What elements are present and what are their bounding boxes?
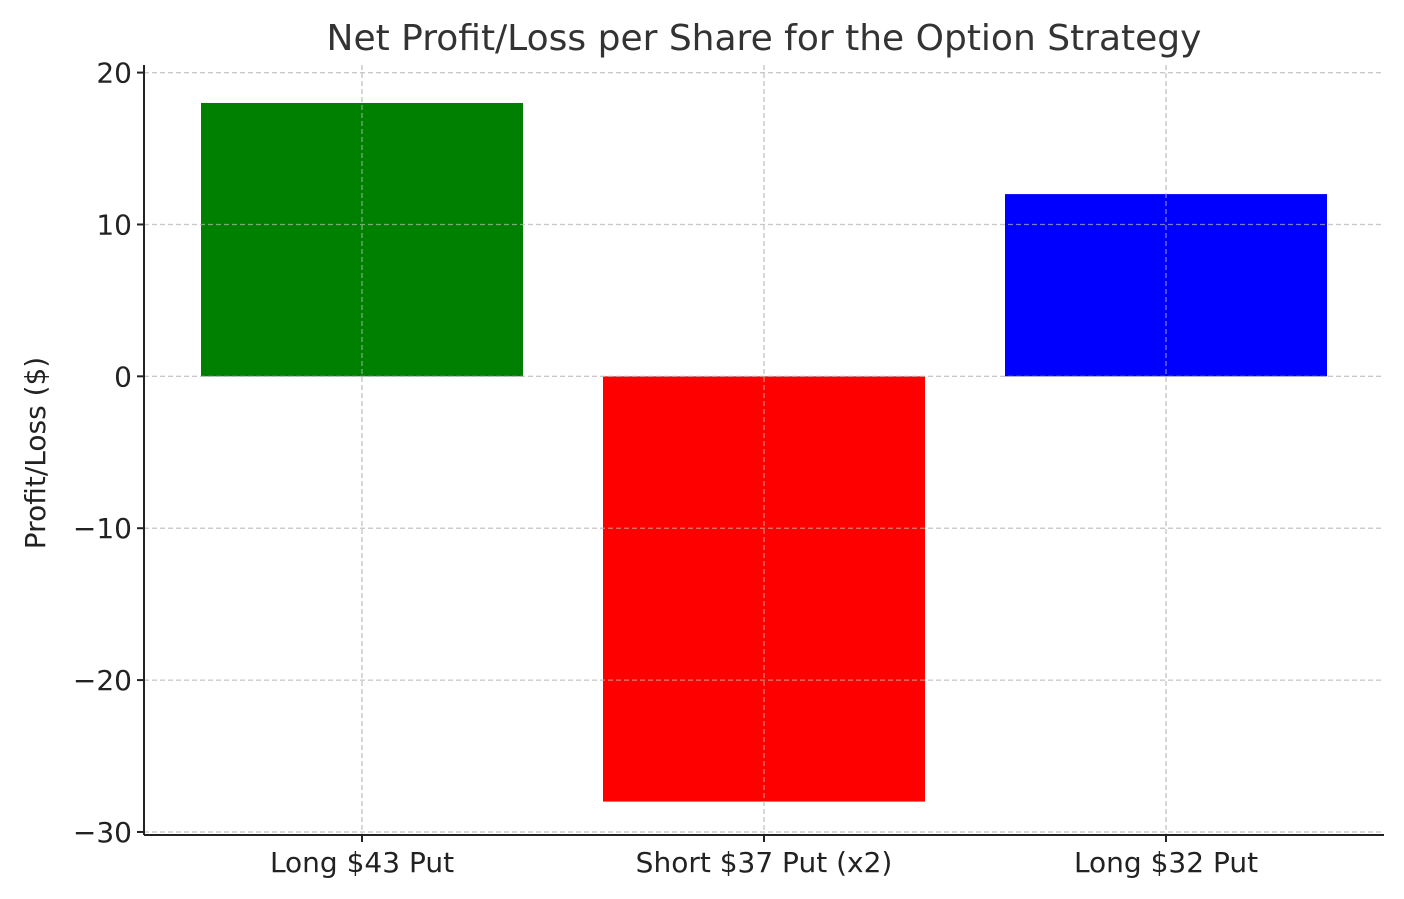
y-tick-label: 10 (96, 208, 132, 241)
bar (201, 102, 523, 377)
y-tick-label: −10 (73, 512, 132, 545)
x-ticks: Long $43 Put Short $37 Put (x2) Long $32 P… (270, 835, 1258, 879)
y-axis-label: Profit/Loss ($) (19, 357, 52, 549)
x-tick-label: Long $32 Put (1074, 846, 1258, 879)
chart-title: Net Profit/Loss per Share for the Option… (327, 18, 1202, 59)
x-tick-label: Long $43 Put (270, 846, 454, 879)
bars (144, 65, 1384, 835)
y-tick-label: 0 (114, 360, 132, 393)
y-tick-label: 20 (96, 57, 132, 90)
y-ticks: 20 10 0 −10 −20 −30 (73, 57, 144, 849)
y-tick-label: −20 (73, 664, 132, 697)
y-tick-label: −30 (73, 816, 132, 849)
x-tick-label: Short $37 Put (x2) (636, 846, 893, 879)
